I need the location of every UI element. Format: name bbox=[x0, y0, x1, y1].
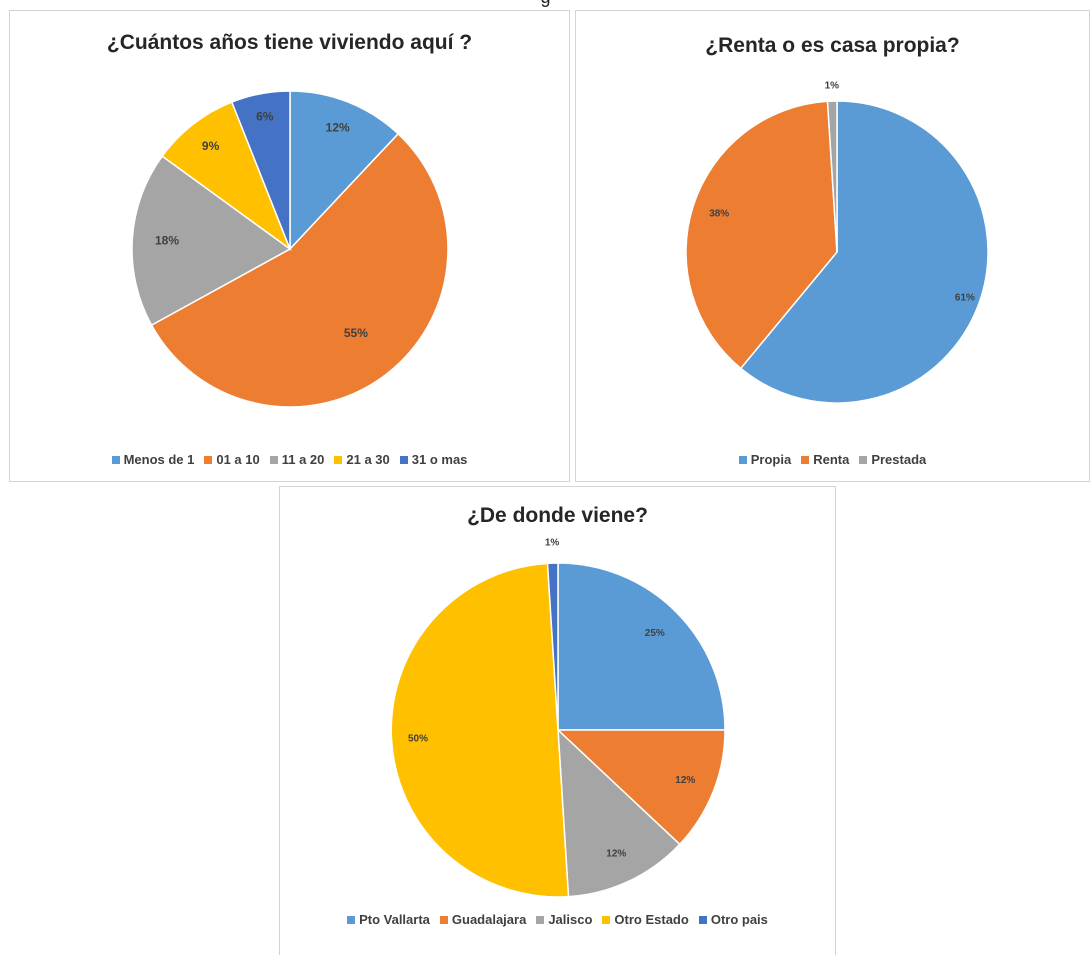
pie-slice-prestada bbox=[826, 100, 838, 253]
legend-item-21-a-30: 21 a 30 bbox=[334, 452, 390, 467]
legend-label: Propia bbox=[750, 452, 792, 467]
legend-item-01-a-10: 01 a 10 bbox=[204, 452, 260, 467]
legend-item-prestada: Prestada bbox=[859, 452, 926, 467]
pie-chart-years-living: 12% 55% 18% 9% 6% bbox=[131, 90, 449, 408]
legend-item-31-o-mas: 31 o mas bbox=[399, 452, 468, 467]
chart-title: ¿Cuántos años tiene viviendo aquí ? bbox=[106, 31, 473, 54]
data-label-renta: 38% bbox=[709, 208, 729, 219]
legend-item-guadalajara: Guadalajara bbox=[439, 912, 527, 927]
legend-swatch bbox=[334, 455, 343, 464]
chart-legend: Pto Vallarta Guadalajara Jalisco Otro Estad… bbox=[280, 912, 835, 927]
legend-item-otro-estado: Otro Estado bbox=[602, 912, 689, 927]
pie-slice-31-o-mas bbox=[230, 90, 291, 250]
data-label-21-a-30: 9% bbox=[202, 139, 220, 153]
pie-slice-11-a-20 bbox=[131, 155, 292, 327]
legend-item-11-a-20: 11 a 20 bbox=[269, 452, 325, 467]
legend-label: 11 a 20 bbox=[281, 452, 325, 467]
pie-slice-otro-pais bbox=[546, 562, 559, 731]
legend-swatch bbox=[536, 915, 545, 924]
legend-label: Renta bbox=[813, 452, 850, 467]
legend-swatch bbox=[801, 455, 810, 464]
page-title-fragment: g bbox=[0, 0, 1091, 7]
pie-chart-origin: 25% 12% 12% 50% 1% bbox=[390, 538, 726, 898]
data-label-pto-vallarta: 25% bbox=[645, 628, 665, 639]
data-label-otro-pais: 1% bbox=[545, 538, 560, 549]
chart-legend: Menos de 1 01 a 10 11 a 20 21 a 30 31 o mas bbox=[10, 452, 569, 467]
legend-label: Otro pais bbox=[710, 912, 768, 927]
legend-item-propia: Propia bbox=[738, 452, 792, 467]
pie-slice-renta bbox=[685, 100, 838, 370]
legend-swatch bbox=[859, 455, 868, 464]
chart-title: ¿Renta o es casa propia? bbox=[705, 34, 960, 57]
data-label-propia: 61% bbox=[955, 293, 975, 304]
legend-swatch bbox=[738, 455, 747, 464]
data-label-prestada: 1% bbox=[825, 81, 840, 92]
legend-swatch bbox=[111, 455, 120, 464]
legend-swatch bbox=[602, 915, 611, 924]
pie-slice-jalisco bbox=[557, 728, 681, 898]
legend-swatch bbox=[698, 915, 707, 924]
legend-swatch bbox=[269, 455, 278, 464]
legend-label: Prestada bbox=[871, 452, 927, 467]
pie-slice-01-a-10 bbox=[150, 132, 449, 408]
chart-title: ¿De donde viene? bbox=[467, 504, 648, 527]
legend-swatch bbox=[347, 915, 356, 924]
legend-swatch bbox=[204, 455, 213, 464]
legend-label: Jalisco bbox=[548, 912, 593, 927]
legend-label: Pto Vallarta bbox=[359, 912, 430, 927]
legend-item-renta: Renta bbox=[801, 452, 849, 467]
pie-slice-menos-de-1 bbox=[289, 90, 400, 251]
legend-item-jalisco: Jalisco bbox=[536, 912, 592, 927]
data-label-guadalajara: 12% bbox=[675, 775, 695, 786]
pie-slice-21-a-30 bbox=[161, 101, 292, 252]
legend-label: 31 o mas bbox=[411, 452, 468, 467]
data-label-menos-de-1: 12% bbox=[326, 121, 350, 135]
legend-item-pto-vallarta: Pto Vallarta bbox=[347, 912, 430, 927]
legend-label: Menos de 1 bbox=[123, 452, 195, 467]
legend-label: Otro Estado bbox=[614, 912, 689, 927]
data-label-jalisco: 12% bbox=[606, 849, 626, 860]
chart-panel-years-living: ¿Cuántos años tiene viviendo aquí ? 12% 5… bbox=[9, 10, 570, 482]
chart-panel-origin: ¿De donde viene? 25% 12% 12% 50% 1% Pto Vall… bbox=[279, 486, 836, 955]
pie-slice-pto-vallarta bbox=[557, 562, 726, 731]
legend-label: Guadalajara bbox=[451, 912, 527, 927]
pie-chart-rent-or-own: 61% 38% 1% bbox=[685, 81, 989, 404]
data-label-otro-estado: 50% bbox=[408, 733, 428, 744]
data-label-31-o-mas: 6% bbox=[256, 109, 274, 123]
legend-item-menos-de-1: Menos de 1 bbox=[111, 452, 195, 467]
pie-slice-propia bbox=[739, 100, 989, 404]
legend-swatch bbox=[439, 915, 448, 924]
data-label-11-a-20: 18% bbox=[155, 233, 179, 247]
chart-legend: Propia Renta Prestada bbox=[576, 452, 1089, 467]
legend-label: 01 a 10 bbox=[216, 452, 260, 467]
chart-panel-rent-or-own: ¿Renta o es casa propia? 61% 38% 1% Propia… bbox=[575, 10, 1090, 482]
data-label-01-a-10: 55% bbox=[344, 326, 368, 340]
legend-item-otro-pais: Otro pais bbox=[698, 912, 768, 927]
pie-slice-otro-estado bbox=[390, 562, 570, 898]
legend-swatch bbox=[399, 455, 408, 464]
legend-label: 21 a 30 bbox=[346, 452, 390, 467]
pie-slice-guadalajara bbox=[556, 729, 726, 846]
